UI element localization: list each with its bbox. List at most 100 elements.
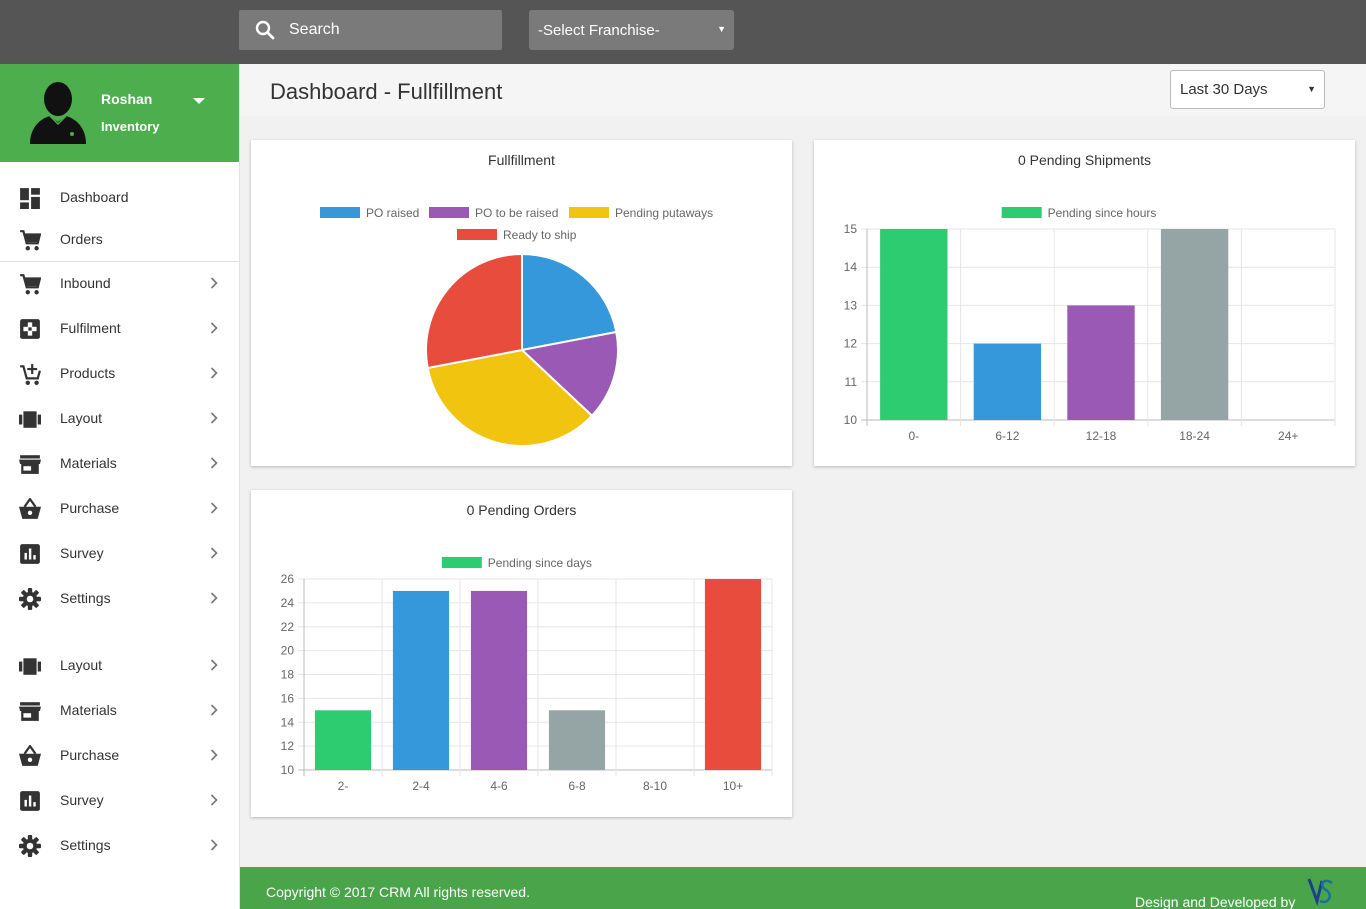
sidebar-item-fulfilment[interactable]: Fulfilment <box>0 308 240 348</box>
sidebar-item-survey[interactable]: Survey <box>0 533 240 573</box>
sidebar-item-label: Settings <box>60 837 111 853</box>
sidebar-item-purchase[interactable]: Purchase <box>0 488 240 528</box>
user-role: Inventory <box>101 119 160 134</box>
sidebar-item-dashboard[interactable]: Dashboard <box>0 177 240 217</box>
search-box[interactable] <box>239 10 502 50</box>
sidebar-item-label: Fulfilment <box>60 320 121 336</box>
sidebar-item-settings[interactable]: Settings <box>0 578 240 618</box>
y-tick-label: 14 <box>281 715 295 729</box>
chevron-right-icon <box>210 704 218 716</box>
basket-icon <box>19 745 41 766</box>
sidebar-item-label: Layout <box>60 657 103 673</box>
sidebar-item-label: Settings <box>60 590 111 606</box>
sidebar-item-label: Survey <box>60 792 104 808</box>
bar-2-[interactable] <box>314 710 372 770</box>
basket-icon <box>19 498 41 519</box>
date-range-select[interactable]: Last 30 Days ▼ <box>1170 70 1325 109</box>
fulfilment-icon <box>20 319 40 339</box>
x-tick-label: 2-4 <box>412 779 430 793</box>
chevron-right-icon <box>210 839 218 851</box>
sidebar-item-products[interactable]: Products <box>0 353 240 393</box>
bar-0-[interactable] <box>880 229 948 420</box>
sidebar-item-label: Dashboard <box>60 189 129 205</box>
sidebar-item-settings[interactable]: Settings <box>0 825 240 865</box>
page-header: Dashboard - Fullfillment Last 30 Days ▼ <box>240 64 1366 116</box>
sidebar-item-layout[interactable]: Layout <box>0 398 240 438</box>
pie-slice-po-to-be-raised[interactable] <box>519 330 619 418</box>
footer-credit: Design and Developed by <box>1135 894 1296 909</box>
profile-dropdown-icon[interactable] <box>193 97 205 105</box>
chevron-right-icon <box>210 502 218 514</box>
x-tick-label: 6-8 <box>568 779 586 793</box>
bar-18-24[interactable] <box>1160 229 1229 420</box>
pie-slice-po-raised[interactable] <box>521 252 618 352</box>
x-tick-label: 6-12 <box>995 429 1019 443</box>
pending-shipments-card: 0 Pending Shipments Pending since hours 1… <box>814 140 1355 466</box>
chevron-right-icon <box>210 367 218 379</box>
legend-label: Pending since hours <box>1048 206 1157 220</box>
pie-slice-ready-to-ship[interactable] <box>425 252 523 370</box>
dashboard-icon <box>20 188 40 209</box>
legend-label: PO raised <box>366 206 419 220</box>
x-tick-label: 4-6 <box>490 779 508 793</box>
search-icon <box>255 20 275 40</box>
store-icon <box>19 455 41 474</box>
legend-swatch <box>441 557 482 568</box>
sidebar-item-materials[interactable]: Materials <box>0 443 240 483</box>
chevron-right-icon <box>210 412 218 424</box>
bar-12-18[interactable] <box>1067 305 1135 420</box>
footer: Copyright © 2017 CRM All rights reserved… <box>240 867 1366 909</box>
y-tick-label: 16 <box>281 691 295 705</box>
sidebar-item-layout[interactable]: Layout <box>0 645 240 685</box>
y-tick-label: 13 <box>844 298 858 312</box>
chevron-right-icon <box>210 547 218 559</box>
sidebar-item-label: Layout <box>60 410 103 426</box>
y-tick-label: 22 <box>281 620 295 634</box>
sidebar-item-survey[interactable]: Survey <box>0 780 240 820</box>
chart-title: 0 Pending Orders <box>466 502 577 518</box>
top-bar: -Select Franchise- ▼ <box>0 0 1366 64</box>
chevron-right-icon <box>210 659 218 671</box>
y-tick-label: 12 <box>844 337 858 351</box>
y-tick-label: 10 <box>844 413 858 427</box>
bar-chart-icon <box>20 544 40 564</box>
franchise-select-value: -Select Franchise- <box>538 21 660 39</box>
caret-down-icon: ▼ <box>1307 84 1316 94</box>
legend-label: PO to be raised <box>475 206 558 220</box>
sidebar-item-materials[interactable]: Materials <box>0 690 240 730</box>
y-tick-label: 12 <box>281 739 295 753</box>
chart-title: 0 Pending Shipments <box>1017 152 1152 168</box>
y-tick-label: 11 <box>845 375 858 389</box>
sidebar-item-purchase[interactable]: Purchase <box>0 735 240 775</box>
caret-down-icon: ▼ <box>717 24 726 34</box>
x-tick-label: 0- <box>908 429 919 443</box>
bar-4-6[interactable] <box>470 590 528 770</box>
sidebar-item-label: Survey <box>60 545 104 561</box>
bar-10+[interactable] <box>704 579 762 770</box>
chevron-right-icon <box>210 592 218 604</box>
chevron-right-icon <box>210 794 218 806</box>
sidebar-item-orders[interactable]: Orders <box>0 219 240 259</box>
x-tick-label: 24+ <box>1278 429 1298 443</box>
bar-chart-icon <box>20 791 40 811</box>
bar-6-12[interactable] <box>973 343 1042 420</box>
legend-swatch <box>457 229 497 240</box>
sidebar-item-label: Orders <box>60 231 103 247</box>
pending-shipments-bar-chart: Pending since hours 10 11 12 13 14 15 0- 6-12 12-… <box>844 206 1336 443</box>
y-tick-label: 20 <box>281 644 295 658</box>
y-tick-label: 10 <box>281 763 295 777</box>
bar-6-8[interactable] <box>548 710 606 770</box>
store-icon <box>19 702 41 721</box>
legend-swatch <box>320 207 360 218</box>
franchise-select[interactable]: -Select Franchise- ▼ <box>529 10 734 50</box>
pie-slice-pending-putaways[interactable] <box>426 348 594 447</box>
y-tick-label: 26 <box>281 572 295 586</box>
sidebar-item-label: Materials <box>60 702 117 718</box>
legend-label: Pending since days <box>488 556 592 570</box>
avatar-icon <box>30 82 86 144</box>
date-range-value: Last 30 Days <box>1180 81 1268 98</box>
bar-2-4[interactable] <box>392 590 450 770</box>
sidebar-item-inbound[interactable]: Inbound <box>0 263 240 303</box>
search-input[interactable] <box>289 21 489 39</box>
developer-logo[interactable] <box>1306 875 1336 907</box>
